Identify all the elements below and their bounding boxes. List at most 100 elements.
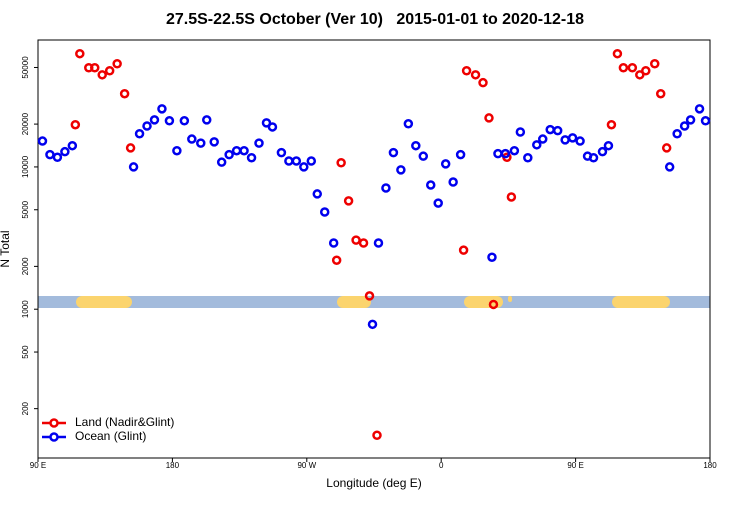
point — [45, 149, 55, 160]
x-tick-label: 90 E — [567, 461, 583, 470]
point — [284, 156, 294, 166]
y-tick-label: 10000 — [21, 155, 30, 178]
point — [179, 116, 190, 126]
point — [552, 125, 563, 136]
point — [532, 140, 542, 150]
point — [700, 116, 711, 126]
point — [487, 252, 497, 262]
point — [664, 162, 675, 172]
point — [119, 88, 130, 99]
point — [231, 145, 242, 156]
point — [493, 148, 503, 159]
point — [157, 104, 167, 114]
legend-label: Ocean (Glint) — [75, 429, 146, 443]
x-tick-label: 180 — [166, 461, 180, 470]
point — [672, 129, 682, 139]
x-tick-label: 180 — [703, 461, 717, 470]
point — [455, 149, 466, 160]
land-segments — [76, 296, 670, 308]
surface-band — [38, 296, 710, 308]
point — [649, 59, 660, 69]
point — [60, 146, 70, 157]
point — [224, 149, 234, 160]
point — [187, 134, 197, 144]
point — [433, 198, 443, 208]
plot-frame — [37, 39, 711, 459]
point — [254, 138, 264, 148]
point — [523, 153, 533, 163]
x-tick-label: 90 W — [297, 461, 316, 470]
point — [478, 77, 488, 88]
point — [75, 48, 85, 59]
y-axis-label: N Total — [0, 230, 12, 267]
point — [655, 88, 666, 99]
point — [545, 124, 555, 135]
y-tick-label: 50000 — [21, 56, 30, 79]
point — [381, 183, 391, 193]
point — [567, 133, 578, 143]
point — [448, 177, 458, 187]
point — [299, 162, 309, 172]
legend-marker — [49, 418, 59, 428]
point — [372, 430, 382, 441]
point — [319, 207, 330, 217]
point — [351, 235, 361, 245]
y-tick-label: 1000 — [21, 300, 30, 318]
y-tick-label: 200 — [21, 401, 30, 415]
x-tick-label: 0 — [439, 461, 444, 470]
point — [67, 140, 78, 151]
point — [196, 138, 206, 148]
point — [112, 59, 122, 69]
point — [388, 147, 399, 158]
point — [418, 151, 429, 161]
point — [560, 135, 570, 145]
point — [515, 127, 526, 137]
point — [201, 115, 212, 125]
point — [97, 70, 107, 80]
point — [484, 113, 494, 123]
point — [209, 137, 219, 147]
point — [597, 146, 608, 157]
x-axis-label: Longitude (deg E) — [326, 476, 421, 490]
legend-label: Land (Nadir&Glint) — [75, 415, 174, 429]
x-tick-label: 90 E — [30, 461, 46, 470]
point — [612, 48, 623, 59]
point — [358, 238, 369, 248]
legend-marker — [49, 432, 59, 442]
chart-title: 27.5S-22.5S October (Ver 10) 2015-01-01 … — [166, 11, 584, 28]
point — [488, 299, 499, 310]
point — [606, 119, 617, 130]
point — [618, 62, 629, 73]
point — [134, 129, 145, 139]
point — [461, 66, 472, 76]
y-tick-label: 500 — [21, 345, 30, 359]
point — [403, 119, 414, 129]
point — [239, 145, 249, 156]
point — [537, 134, 548, 144]
point — [142, 121, 152, 131]
point — [104, 66, 115, 76]
point — [128, 162, 139, 172]
point — [694, 104, 705, 114]
point — [425, 180, 436, 190]
point — [367, 319, 378, 330]
point — [500, 148, 511, 159]
point — [149, 115, 160, 125]
point — [685, 115, 696, 125]
point — [661, 143, 672, 153]
point — [509, 145, 520, 156]
point — [261, 118, 272, 128]
point — [276, 147, 287, 158]
point — [328, 238, 339, 248]
point — [396, 165, 406, 175]
point — [267, 122, 278, 132]
point — [679, 121, 690, 131]
y-tick-label: 20000 — [21, 112, 30, 135]
y-tick-label: 5000 — [21, 200, 30, 218]
point — [343, 196, 354, 206]
point — [364, 291, 375, 301]
point — [331, 255, 342, 265]
point — [411, 140, 421, 151]
point — [373, 238, 384, 248]
point — [627, 62, 638, 73]
